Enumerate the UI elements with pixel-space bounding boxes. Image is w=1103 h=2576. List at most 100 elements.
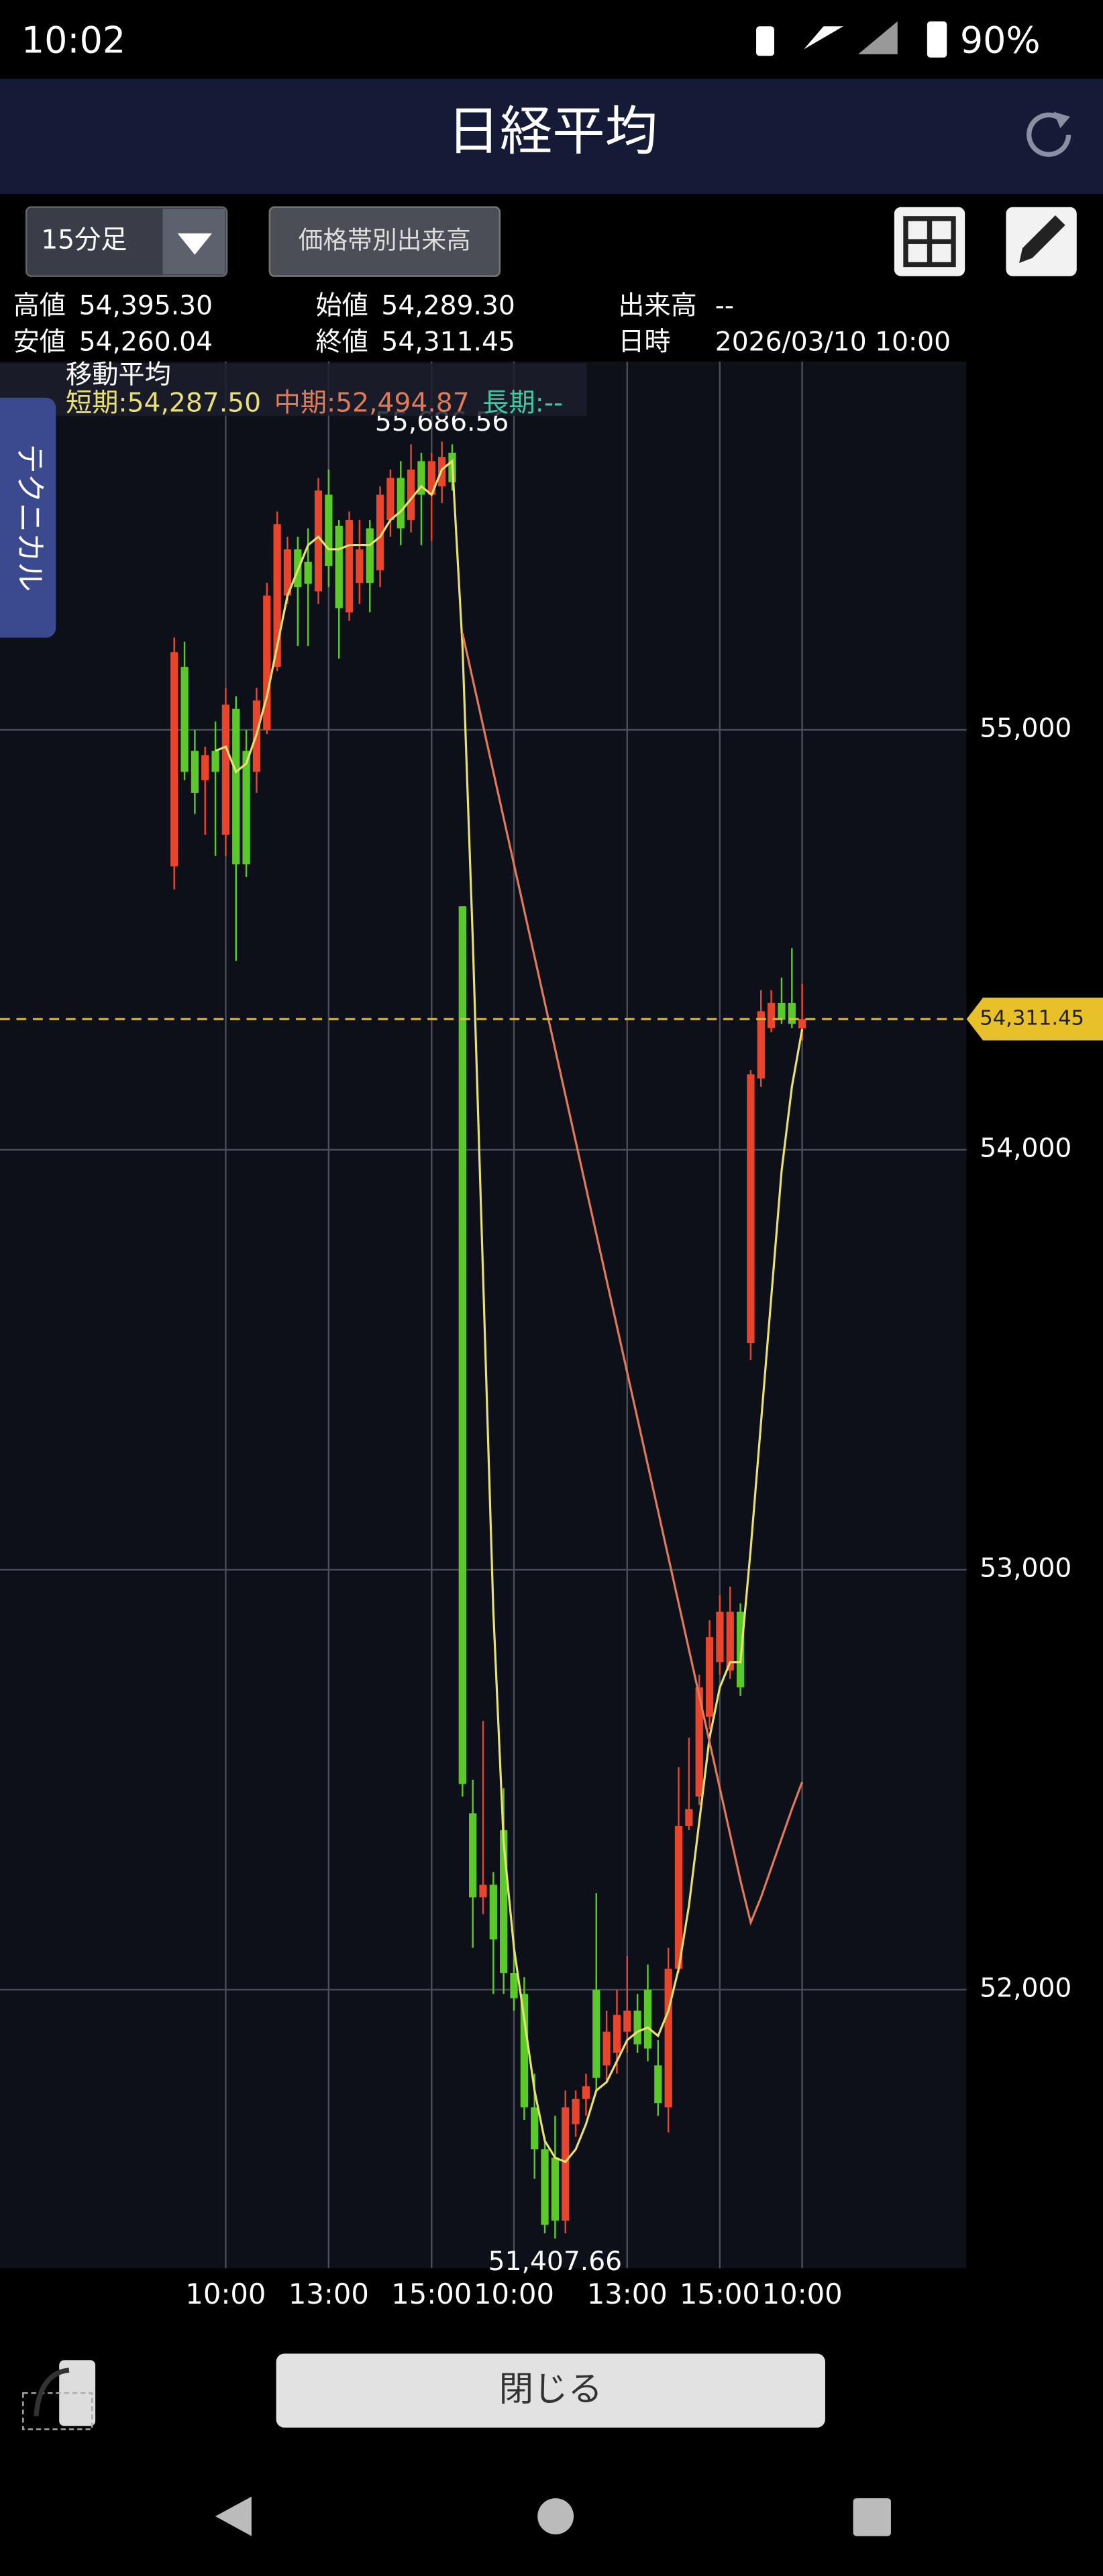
candle-body [572, 2098, 580, 2125]
candle-body [376, 494, 384, 571]
candle-body [489, 1884, 497, 1939]
candle-body [170, 652, 178, 867]
refresh-button[interactable] [1027, 111, 1071, 157]
candle-body [582, 2086, 590, 2099]
x-tick-label: 13:00 [587, 2277, 668, 2310]
x-tick-label: 15:00 [391, 2277, 472, 2310]
candle-body [201, 755, 209, 781]
x-tick-label: 13:00 [288, 2277, 369, 2310]
layout-button[interactable] [894, 207, 965, 276]
candle-body [407, 469, 415, 521]
legend-sep: : [118, 388, 127, 418]
candle-body [633, 2010, 641, 2045]
candle-body [335, 525, 343, 608]
nav-back[interactable] [215, 2496, 252, 2536]
legend-value: 54,287.50 [127, 388, 261, 418]
min-label: 51,407.66 [488, 2247, 622, 2277]
draw-button[interactable] [1006, 207, 1077, 276]
x-tick-label: 10:00 [474, 2277, 554, 2310]
candle-body [664, 1968, 672, 2108]
candle-body [592, 1990, 600, 2078]
status-icons [756, 21, 947, 58]
back-icon[interactable] [22, 2360, 96, 2430]
y-tick-label: 54,000 [980, 1134, 1071, 1164]
info-value: 2026/03/10 10:00 [715, 327, 951, 358]
ma-line [461, 633, 804, 1927]
axis-area [966, 362, 1103, 2269]
info-value: 54,260.04 [79, 327, 213, 358]
x-tick-label: 10:00 [185, 2277, 266, 2310]
candle-body [757, 1011, 765, 1079]
nav-recent[interactable] [853, 2498, 891, 2536]
candle-body [788, 1002, 796, 1024]
candle-body [397, 478, 405, 529]
interval-dropdown[interactable]: 15分足 [25, 206, 228, 277]
close-button[interactable]: 閉じる [276, 2353, 825, 2428]
candle-body [705, 1637, 714, 1717]
candle-body [654, 2065, 662, 2104]
candle-body [747, 1074, 755, 1344]
technical-tab[interactable]: テクニカル [0, 397, 56, 638]
x-tick-label: 15:00 [680, 2277, 760, 2310]
candle-body [469, 1813, 477, 1898]
candle-body [551, 2157, 560, 2221]
candle-body [366, 528, 374, 583]
candle-body [427, 461, 435, 495]
candle-body [417, 461, 425, 495]
volume-button[interactable]: 価格帯別出来高 [268, 206, 501, 277]
info-value: 54,289.30 [381, 291, 515, 321]
candle-body [716, 1611, 724, 1662]
candle-body [304, 561, 312, 584]
info-panel: 高値 54,395.30 始値 54,289.30 出来高 -- 安値 54,2… [13, 291, 951, 358]
candle-body [263, 595, 271, 731]
candle-body [520, 1994, 529, 2108]
indicator-title: 移動平均 [66, 360, 171, 390]
y-tick-label: 53,000 [980, 1554, 1071, 1584]
nav-home[interactable] [537, 2498, 574, 2535]
interval-text: 15分足 [41, 225, 127, 256]
candle-body [695, 1687, 703, 1797]
candle-body [345, 520, 354, 612]
close-button-text: 閉じる [499, 2369, 602, 2410]
candle-body [613, 2015, 621, 2053]
candle-body [191, 751, 199, 793]
candle-body [314, 490, 323, 592]
candle-body [221, 704, 230, 835]
candle-body [458, 906, 466, 1784]
candle-body [643, 1990, 652, 2049]
info-label: 終値 [315, 327, 368, 358]
header-title: 日経平均 [447, 101, 658, 162]
candle-body [778, 1002, 786, 1020]
current-price-label: 54,311.45 [980, 1007, 1084, 1030]
legend-value: 52,494.87 [335, 388, 469, 418]
y-tick-label: 52,000 [980, 1974, 1071, 2004]
candle-body [685, 1809, 693, 1826]
candle-body [479, 1884, 487, 1898]
candle-body [541, 2149, 549, 2225]
legend-box [0, 363, 587, 416]
legend-sep: : [327, 388, 335, 418]
candle-body [674, 1825, 683, 1969]
technical-tab-text: テクニカル [13, 444, 47, 592]
info-label: 出来高 [618, 291, 697, 321]
candle-body [325, 494, 333, 566]
candle-body [531, 2107, 539, 2149]
candle-body [623, 2010, 631, 2032]
volume-button-text: 価格帯別出来高 [299, 226, 471, 255]
info-value: -- [715, 291, 734, 321]
candle-body [798, 1019, 806, 1028]
candle-body [726, 1611, 734, 1671]
candle-body [273, 524, 281, 667]
legend: 短期:54,287.50 中期:52,494.87 長期:-- [66, 388, 563, 418]
info-label: 始値 [315, 291, 368, 321]
candle-body [180, 667, 189, 772]
candle-body [356, 549, 364, 583]
candle-body [562, 2107, 570, 2221]
candle-body [242, 751, 250, 865]
info-label: 日時 [618, 327, 670, 358]
ma-line [215, 459, 804, 2163]
candle-body [767, 1002, 776, 1028]
